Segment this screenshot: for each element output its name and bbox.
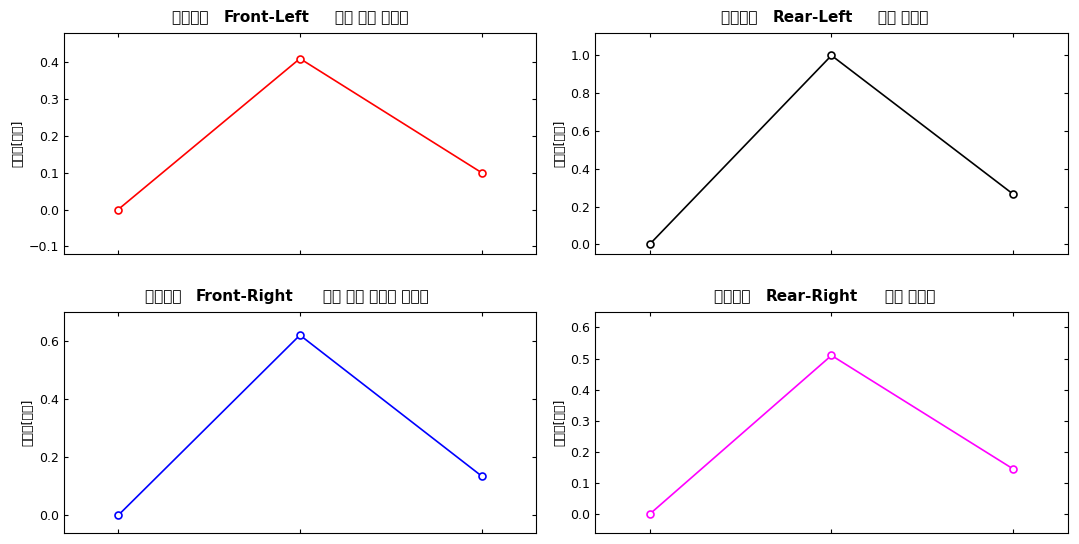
Y-axis label: 위변위[단위]: 위변위[단위] <box>22 399 35 446</box>
Y-axis label: 위변위[단위]: 위변위[단위] <box>11 120 24 167</box>
Text: 평균 위치 변화량 변화량: 평균 위치 변화량 변화량 <box>317 289 428 304</box>
Text: 컨테이너: 컨테이너 <box>172 10 214 25</box>
Text: 위치 변화량: 위치 변화량 <box>880 289 935 304</box>
Text: Rear-Left: Rear-Left <box>773 10 853 25</box>
Text: Front-Left: Front-Left <box>223 10 310 25</box>
Text: 평균 위치 변화량: 평균 위치 변화량 <box>330 10 409 25</box>
Y-axis label: 위변위[단위]: 위변위[단위] <box>554 120 566 167</box>
Text: Rear-Right: Rear-Right <box>765 289 858 304</box>
Text: 위치 변화량: 위치 변화량 <box>873 10 928 25</box>
Y-axis label: 위변위[단위]: 위변위[단위] <box>554 399 566 446</box>
Text: 컨테이너: 컨테이너 <box>714 289 755 304</box>
Text: 컨테이너: 컨테이너 <box>721 10 763 25</box>
Text: 컨테이너: 컨테이너 <box>145 289 186 304</box>
Text: Front-Right: Front-Right <box>196 289 293 304</box>
